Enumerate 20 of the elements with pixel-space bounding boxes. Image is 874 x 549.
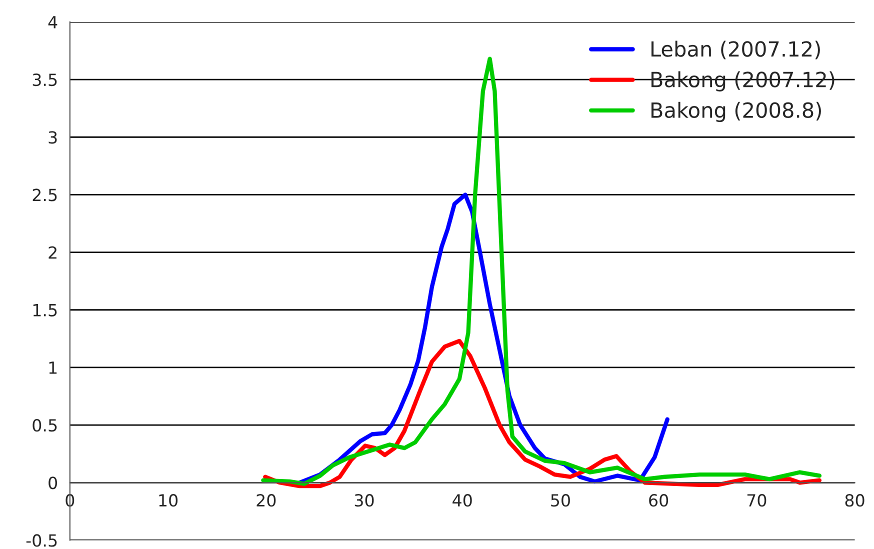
legend-label: Leban (2007.12) — [651, 40, 820, 60]
legend-label: Bakong (2008.8) — [651, 102, 821, 122]
y-tick-label: 0 — [48, 476, 58, 490]
x-tick-label: 20 — [256, 494, 276, 507]
y-tick-label: 1 — [49, 362, 57, 374]
y-tick-label: -0.5 — [26, 534, 57, 547]
x-tick-label: 40 — [452, 494, 472, 507]
y-tick-label: 2 — [48, 246, 56, 259]
x-tick-label: 60 — [649, 494, 668, 507]
x-tick-label: 70 — [747, 494, 766, 507]
y-tick-label: 3 — [48, 131, 57, 144]
y-tick-label: 0.5 — [32, 419, 57, 432]
x-tick-label: 80 — [845, 494, 864, 507]
x-tick-label: 30 — [354, 494, 374, 507]
x-tick-label: 50 — [551, 494, 570, 507]
x-tick-label: 10 — [159, 494, 178, 507]
y-tick-label: 4 — [48, 16, 58, 28]
y-tick-label: 2.5 — [32, 188, 57, 202]
y-tick-label: 1.5 — [33, 304, 57, 316]
y-tick-label: 3.5 — [32, 74, 57, 86]
